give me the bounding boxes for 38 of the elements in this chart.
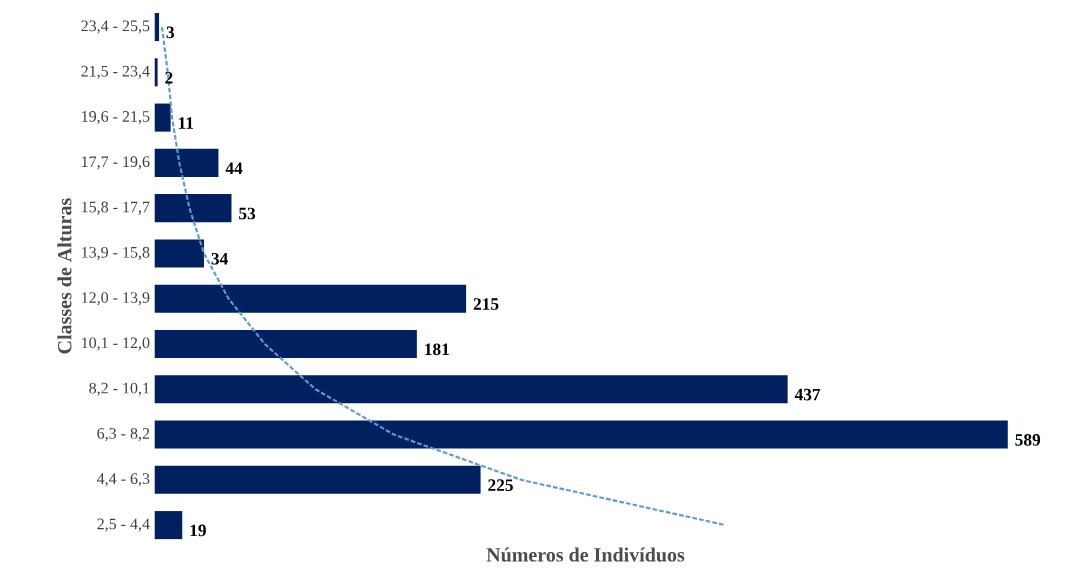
bar [154, 420, 1008, 449]
y-tick-label: 21,5 - 23,4 [81, 65, 150, 79]
data-label: 589 [1015, 433, 1041, 446]
data-label: 11 [178, 117, 194, 129]
data-label: 19 [190, 524, 206, 537]
y-tick-label: 19,6 - 21,5 [82, 110, 150, 125]
y-tick-label: 6,3 - 8,2 [97, 427, 150, 442]
y-tick-label: 15,8 - 17,7 [82, 201, 150, 215]
y-tick-label: 13,9 - 15,8 [82, 246, 150, 260]
data-label: 3 [166, 26, 175, 39]
bar [154, 465, 481, 494]
data-label: 44 [225, 162, 243, 174]
data-label: 437 [794, 388, 821, 401]
bar [154, 12, 160, 41]
data-label: 53 [239, 207, 256, 220]
bar [154, 58, 158, 87]
bar [154, 103, 171, 132]
data-label: 215 [473, 298, 499, 310]
y-tick-label: 4,4 - 6,3 [96, 473, 150, 487]
data-label: 181 [425, 343, 449, 356]
bar [154, 239, 204, 268]
data-label: 225 [488, 479, 513, 491]
data-label: 34 [211, 252, 228, 265]
bar [154, 329, 417, 358]
bar [154, 375, 788, 404]
x-axis-title: Números de Indivíduos [486, 547, 685, 562]
y-tick-label: 12,0 - 13,9 [82, 292, 150, 306]
y-tick-label: 10,1 - 12,0 [82, 337, 150, 351]
bar [154, 194, 232, 223]
y-tick-label: 23,4 - 25,5 [81, 20, 150, 34]
y-axis-title: Classes de Alturas [57, 198, 72, 354]
y-tick-label: 2,5 - 4,4 [97, 518, 150, 532]
y-tick-label: 17,7 - 19,6 [82, 156, 150, 170]
bar [154, 148, 219, 177]
bar [154, 284, 467, 313]
data-label: 2 [165, 71, 173, 84]
y-tick-label: 8,2 - 10,1 [89, 382, 150, 396]
bar [154, 510, 183, 540]
